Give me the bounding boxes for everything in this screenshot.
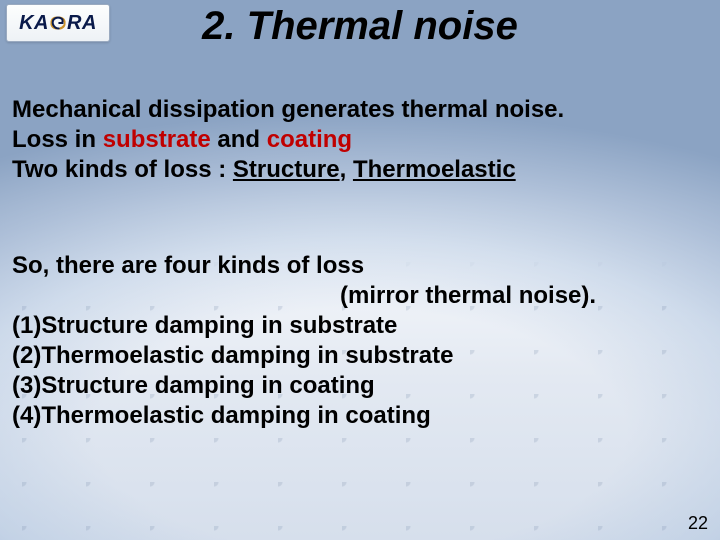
list-item: (3)Structure damping in coating [12, 372, 596, 400]
slide-title: 2. Thermal noise [0, 4, 720, 49]
intro-line-1: Mechanical dissipation generates thermal… [12, 96, 564, 124]
text-fragment: , [340, 156, 353, 183]
highlight-coating: coating [267, 126, 352, 153]
text-fragment: Loss in [12, 126, 103, 153]
text-fragment: Two kinds of loss : [12, 156, 233, 183]
list-item: (4)Thermoelastic damping in coating [12, 402, 596, 430]
page-number: 22 [688, 513, 708, 534]
underline-structure: Structure [233, 156, 340, 183]
intro-line-3: Two kinds of loss : Structure, Thermoela… [12, 156, 564, 184]
list-lead-1: So, there are four kinds of loss [12, 252, 596, 280]
list-paragraph: So, there are four kinds of loss (mirror… [12, 252, 596, 432]
list-item: (2)Thermoelastic damping in substrate [12, 342, 596, 370]
list-item: (1)Structure damping in substrate [12, 312, 596, 340]
underline-thermoelastic: Thermoelastic [353, 156, 516, 183]
intro-paragraph: Mechanical dissipation generates thermal… [12, 96, 564, 186]
list-lead-2: (mirror thermal noise). [12, 282, 596, 310]
highlight-substrate: substrate [103, 126, 211, 153]
text-fragment: and [211, 126, 267, 153]
intro-line-2: Loss in substrate and coating [12, 126, 564, 154]
